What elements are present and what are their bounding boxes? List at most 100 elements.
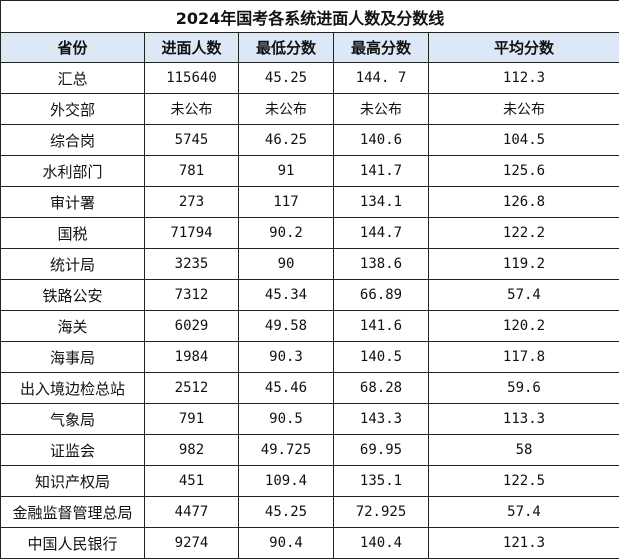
- table-cell: 982: [144, 434, 239, 466]
- table-cell: 45.46: [238, 372, 334, 404]
- table-body: 汇总 115640 45.25 144. 7 112.3 外交部 未公布 未公布 未公布 未公布综…: [0, 62, 619, 559]
- table-cell: 46.25: [238, 124, 334, 156]
- table-cell: 791: [144, 403, 239, 435]
- table-cell: 69.95: [333, 434, 429, 466]
- table-cell: 2512: [144, 372, 239, 404]
- table-cell: 72.925: [333, 496, 429, 528]
- table-row: 海关 6029 49.58 141.6 120.2: [0, 310, 619, 342]
- table-row: 知识产权局 451 109.4 135.1 122.5: [0, 465, 619, 497]
- table-cell: 未公布: [144, 93, 239, 125]
- table-cell: 9274: [144, 527, 239, 559]
- table-title-row: 2024年国考各系统进面人数及分数线: [0, 0, 619, 33]
- table-cell: 3235: [144, 248, 239, 280]
- table-cell: 1984: [144, 341, 239, 373]
- table-cell: 59.6: [427, 372, 619, 404]
- table-cell: 141.6: [333, 310, 429, 342]
- column-header: 平均分数: [427, 32, 619, 63]
- table-cell: 未公布: [333, 93, 429, 125]
- table-cell: 5745: [144, 124, 239, 156]
- row-label: 水利部门: [0, 155, 145, 187]
- table-row: 证监会 982 49.725 69.95 58: [0, 434, 619, 466]
- row-label: 中国人民银行: [0, 527, 145, 559]
- table-row: 国税 71794 90.2 144.7 122.2: [0, 217, 619, 249]
- table-cell: 120.2: [427, 310, 619, 342]
- table-cell: 49.725: [238, 434, 334, 466]
- table-title: 2024年国考各系统进面人数及分数线: [0, 0, 619, 33]
- table-cell: 45.25: [238, 62, 334, 94]
- table-cell: 122.2: [427, 217, 619, 249]
- table-cell: 90.3: [238, 341, 334, 373]
- row-label: 出入境边检总站: [0, 372, 145, 404]
- table-cell: 117: [238, 186, 334, 218]
- table-cell: 125.6: [427, 155, 619, 187]
- table-row: 气象局 791 90.5 143.3 113.3: [0, 403, 619, 435]
- table-cell: 109.4: [238, 465, 334, 497]
- table-cell: 117.8: [427, 341, 619, 373]
- table-cell: 122.5: [427, 465, 619, 497]
- row-label: 统计局: [0, 248, 145, 280]
- table-cell: 7312: [144, 279, 239, 311]
- table-cell: 113.3: [427, 403, 619, 435]
- table-cell: 144. 7: [333, 62, 429, 94]
- table-cell: 45.25: [238, 496, 334, 528]
- table-row: 汇总 115640 45.25 144. 7 112.3: [0, 62, 619, 94]
- table-cell: 144.7: [333, 217, 429, 249]
- table-cell: 90.2: [238, 217, 334, 249]
- table-header-row: 省份 进面人数 最低分数 最高分数 平均分数: [0, 32, 619, 63]
- row-label: 知识产权局: [0, 465, 145, 497]
- table-cell: 140.5: [333, 341, 429, 373]
- row-label: 海事局: [0, 341, 145, 373]
- table-row: 审计署 273 117 134.1 126.8: [0, 186, 619, 218]
- table-cell: 66.89: [333, 279, 429, 311]
- table-cell: 104.5: [427, 124, 619, 156]
- table-cell: 119.2: [427, 248, 619, 280]
- table-cell: 451: [144, 465, 239, 497]
- table-cell: 90.4: [238, 527, 334, 559]
- table-cell: 未公布: [427, 93, 619, 125]
- table-row: 海事局 1984 90.3 140.5 117.8: [0, 341, 619, 373]
- table-cell: 140.4: [333, 527, 429, 559]
- table-cell: 90: [238, 248, 334, 280]
- table-cell: 140.6: [333, 124, 429, 156]
- table-cell: 112.3: [427, 62, 619, 94]
- table-cell: 121.3: [427, 527, 619, 559]
- row-label: 外交部: [0, 93, 145, 125]
- table-row: 综合岗 5745 46.25 140.6 104.5: [0, 124, 619, 156]
- row-label: 汇总: [0, 62, 145, 94]
- table-cell: 49.58: [238, 310, 334, 342]
- table-cell: 91: [238, 155, 334, 187]
- column-header: 省份: [0, 32, 145, 63]
- table-cell: 115640: [144, 62, 239, 94]
- table-row: 统计局 3235 90 138.6 119.2: [0, 248, 619, 280]
- table-cell: 273: [144, 186, 239, 218]
- table-cell: 126.8: [427, 186, 619, 218]
- table-cell: 141.7: [333, 155, 429, 187]
- table-cell: 45.34: [238, 279, 334, 311]
- table-cell: 57.4: [427, 496, 619, 528]
- table-cell: 134.1: [333, 186, 429, 218]
- row-label: 证监会: [0, 434, 145, 466]
- column-header: 最低分数: [238, 32, 334, 63]
- table-row: 出入境边检总站 2512 45.46 68.28 59.6: [0, 372, 619, 404]
- row-label: 铁路公安: [0, 279, 145, 311]
- row-label: 国税: [0, 217, 145, 249]
- column-header: 进面人数: [144, 32, 239, 63]
- row-label: 审计署: [0, 186, 145, 218]
- table-cell: 90.5: [238, 403, 334, 435]
- row-label: 金融监督管理总局: [0, 496, 145, 528]
- table-cell: 71794: [144, 217, 239, 249]
- table-cell: 58: [427, 434, 619, 466]
- table-cell: 未公布: [238, 93, 334, 125]
- table-cell: 6029: [144, 310, 239, 342]
- table-cell: 143.3: [333, 403, 429, 435]
- table-row: 铁路公安 7312 45.34 66.89 57.4: [0, 279, 619, 311]
- table-cell: 4477: [144, 496, 239, 528]
- table-cell: 57.4: [427, 279, 619, 311]
- column-header: 最高分数: [333, 32, 429, 63]
- table-cell: 781: [144, 155, 239, 187]
- row-label: 综合岗: [0, 124, 145, 156]
- table-cell: 135.1: [333, 465, 429, 497]
- row-label: 气象局: [0, 403, 145, 435]
- table-cell: 138.6: [333, 248, 429, 280]
